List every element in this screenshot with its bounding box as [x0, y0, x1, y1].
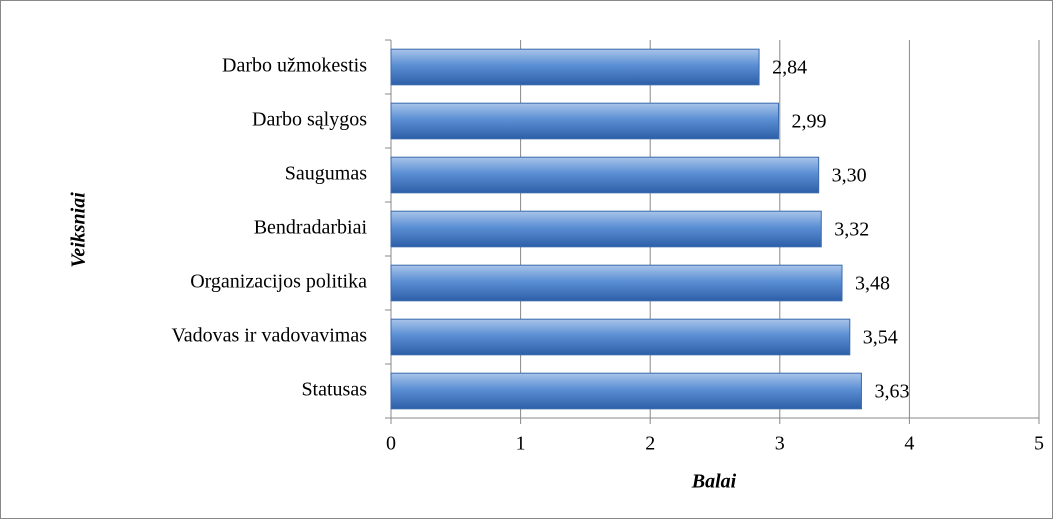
x-tick-label: 0 [386, 433, 396, 455]
x-tick-label: 5 [1034, 433, 1044, 455]
data-label: 3,63 [874, 381, 909, 403]
x-tick-label: 1 [516, 433, 526, 455]
y-tick-label: Saugumas [285, 163, 367, 185]
y-tick-label: Bendradarbiai [254, 217, 368, 239]
y-tick-label: Vadovas ir vadovavimas [171, 325, 367, 347]
bar [390, 156, 820, 194]
y-tick-label: Statusas [301, 379, 367, 401]
bar [390, 264, 843, 302]
data-label: 3,32 [834, 219, 869, 241]
y-tick-label: Organizacijos politika [190, 271, 367, 293]
y-tick-label: Darbo užmokestis [222, 55, 367, 77]
data-label: 2,99 [792, 111, 827, 133]
data-label: 3,30 [832, 165, 867, 187]
bar [390, 372, 862, 410]
data-label: 3,54 [863, 327, 898, 349]
bar [390, 210, 822, 248]
bar [390, 318, 851, 356]
x-tick-label: 4 [904, 433, 914, 455]
data-label: 3,48 [855, 273, 890, 295]
y-tick-label: Darbo sąlygos [252, 109, 367, 131]
bar [390, 102, 780, 140]
data-label: 2,84 [772, 57, 807, 79]
x-tick-label: 2 [645, 433, 655, 455]
bar [390, 48, 760, 86]
y-axis-label: Veiksniai [68, 192, 90, 268]
x-tick-label: 3 [775, 433, 785, 455]
x-axis-label: Balai [691, 471, 737, 493]
